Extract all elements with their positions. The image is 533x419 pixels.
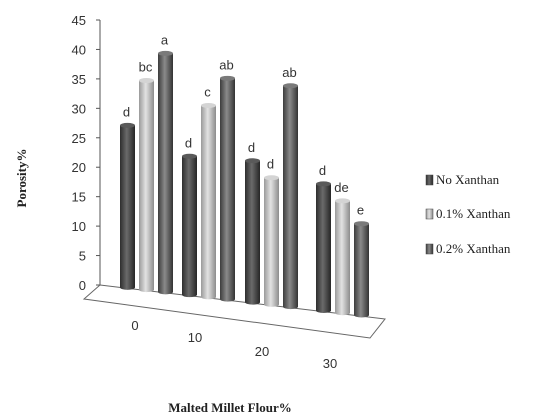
- bar-bottom: [139, 287, 154, 293]
- y-tick-label: 15: [72, 190, 86, 205]
- significance-label: bc: [139, 60, 153, 75]
- significance-label: de: [334, 180, 348, 195]
- y-tick-label: 10: [72, 219, 86, 234]
- bar-top: [158, 50, 173, 56]
- significance-label: e: [357, 203, 364, 218]
- bar-no-xanthan-20: [245, 160, 260, 303]
- bar-no-xanthan-10: [182, 156, 197, 295]
- bar-bottom: [220, 296, 235, 302]
- significance-label: a: [161, 32, 169, 47]
- bar-top: [316, 181, 331, 187]
- y-axis-title: Porosity%: [14, 149, 29, 208]
- legend-swatch: [425, 243, 434, 255]
- bar-top: [201, 103, 216, 109]
- bar-0-2-xanthan-30: [354, 223, 369, 315]
- bar-top: [139, 78, 154, 84]
- y-tick-label: 30: [72, 101, 86, 116]
- significance-label: d: [123, 104, 130, 119]
- bar-0-2-xanthan-10: [220, 78, 235, 300]
- bar-bottom: [120, 284, 135, 290]
- y-tick-label: 45: [72, 13, 86, 28]
- bar-top: [245, 158, 260, 164]
- x-tick-label: 0: [131, 318, 138, 333]
- bar-0-1-xanthan-30: [335, 200, 350, 313]
- bar-top: [220, 75, 235, 81]
- x-axis-title: Malted Millet Flour%: [168, 400, 291, 415]
- bar-0-2-xanthan-0: [158, 53, 173, 292]
- bar-top: [182, 153, 197, 159]
- significance-label: d: [248, 140, 255, 155]
- bar-bottom: [182, 292, 197, 298]
- bar-bottom: [354, 312, 369, 318]
- chart-bars: [120, 50, 369, 318]
- y-tick-label: 25: [72, 131, 86, 146]
- bar-no-xanthan-30: [316, 183, 331, 311]
- bar-top: [264, 175, 279, 181]
- bar-no-xanthan-0: [120, 125, 135, 288]
- y-tick-label: 35: [72, 72, 86, 87]
- bar-bottom: [245, 299, 260, 305]
- bar-bottom: [335, 310, 350, 316]
- bar-top: [283, 83, 298, 89]
- significance-label: d: [319, 163, 326, 178]
- legend-entry: 0.1% Xanthan: [436, 206, 511, 221]
- x-tick-label: 20: [255, 344, 269, 359]
- y-tick-label: 20: [72, 160, 86, 175]
- legend-entry: No Xanthan: [436, 172, 500, 187]
- legend-swatch: [425, 208, 434, 220]
- bar-0-1-xanthan-0: [139, 80, 154, 290]
- x-tick-label: 10: [188, 330, 202, 345]
- legend-entry: 0.2% Xanthan: [436, 241, 511, 256]
- significance-label: d: [185, 135, 192, 150]
- significance-label: ab: [282, 65, 296, 80]
- significance-label: d: [267, 157, 274, 172]
- bar-0-1-xanthan-10: [201, 105, 216, 297]
- bar-0-1-xanthan-20: [264, 177, 279, 305]
- y-tick-label: 40: [72, 42, 86, 57]
- bar-bottom: [264, 301, 279, 307]
- bar-bottom: [316, 307, 331, 313]
- bar-top: [120, 122, 135, 128]
- bar-top: [335, 198, 350, 204]
- bar-bottom: [283, 304, 298, 310]
- bar-bottom: [158, 289, 173, 295]
- y-tick-label: 5: [79, 249, 86, 264]
- bar-0-2-xanthan-20: [283, 85, 298, 307]
- bar-bottom: [201, 294, 216, 300]
- x-tick-label: 30: [323, 356, 337, 371]
- bar-top: [354, 221, 369, 227]
- legend-swatch: [425, 174, 434, 186]
- y-tick-label: 0: [79, 278, 86, 293]
- significance-label: ab: [219, 57, 233, 72]
- significance-label: c: [204, 85, 211, 100]
- chart-legend: No Xanthan 0.1% Xanthan 0.2% Xanthan: [425, 172, 511, 256]
